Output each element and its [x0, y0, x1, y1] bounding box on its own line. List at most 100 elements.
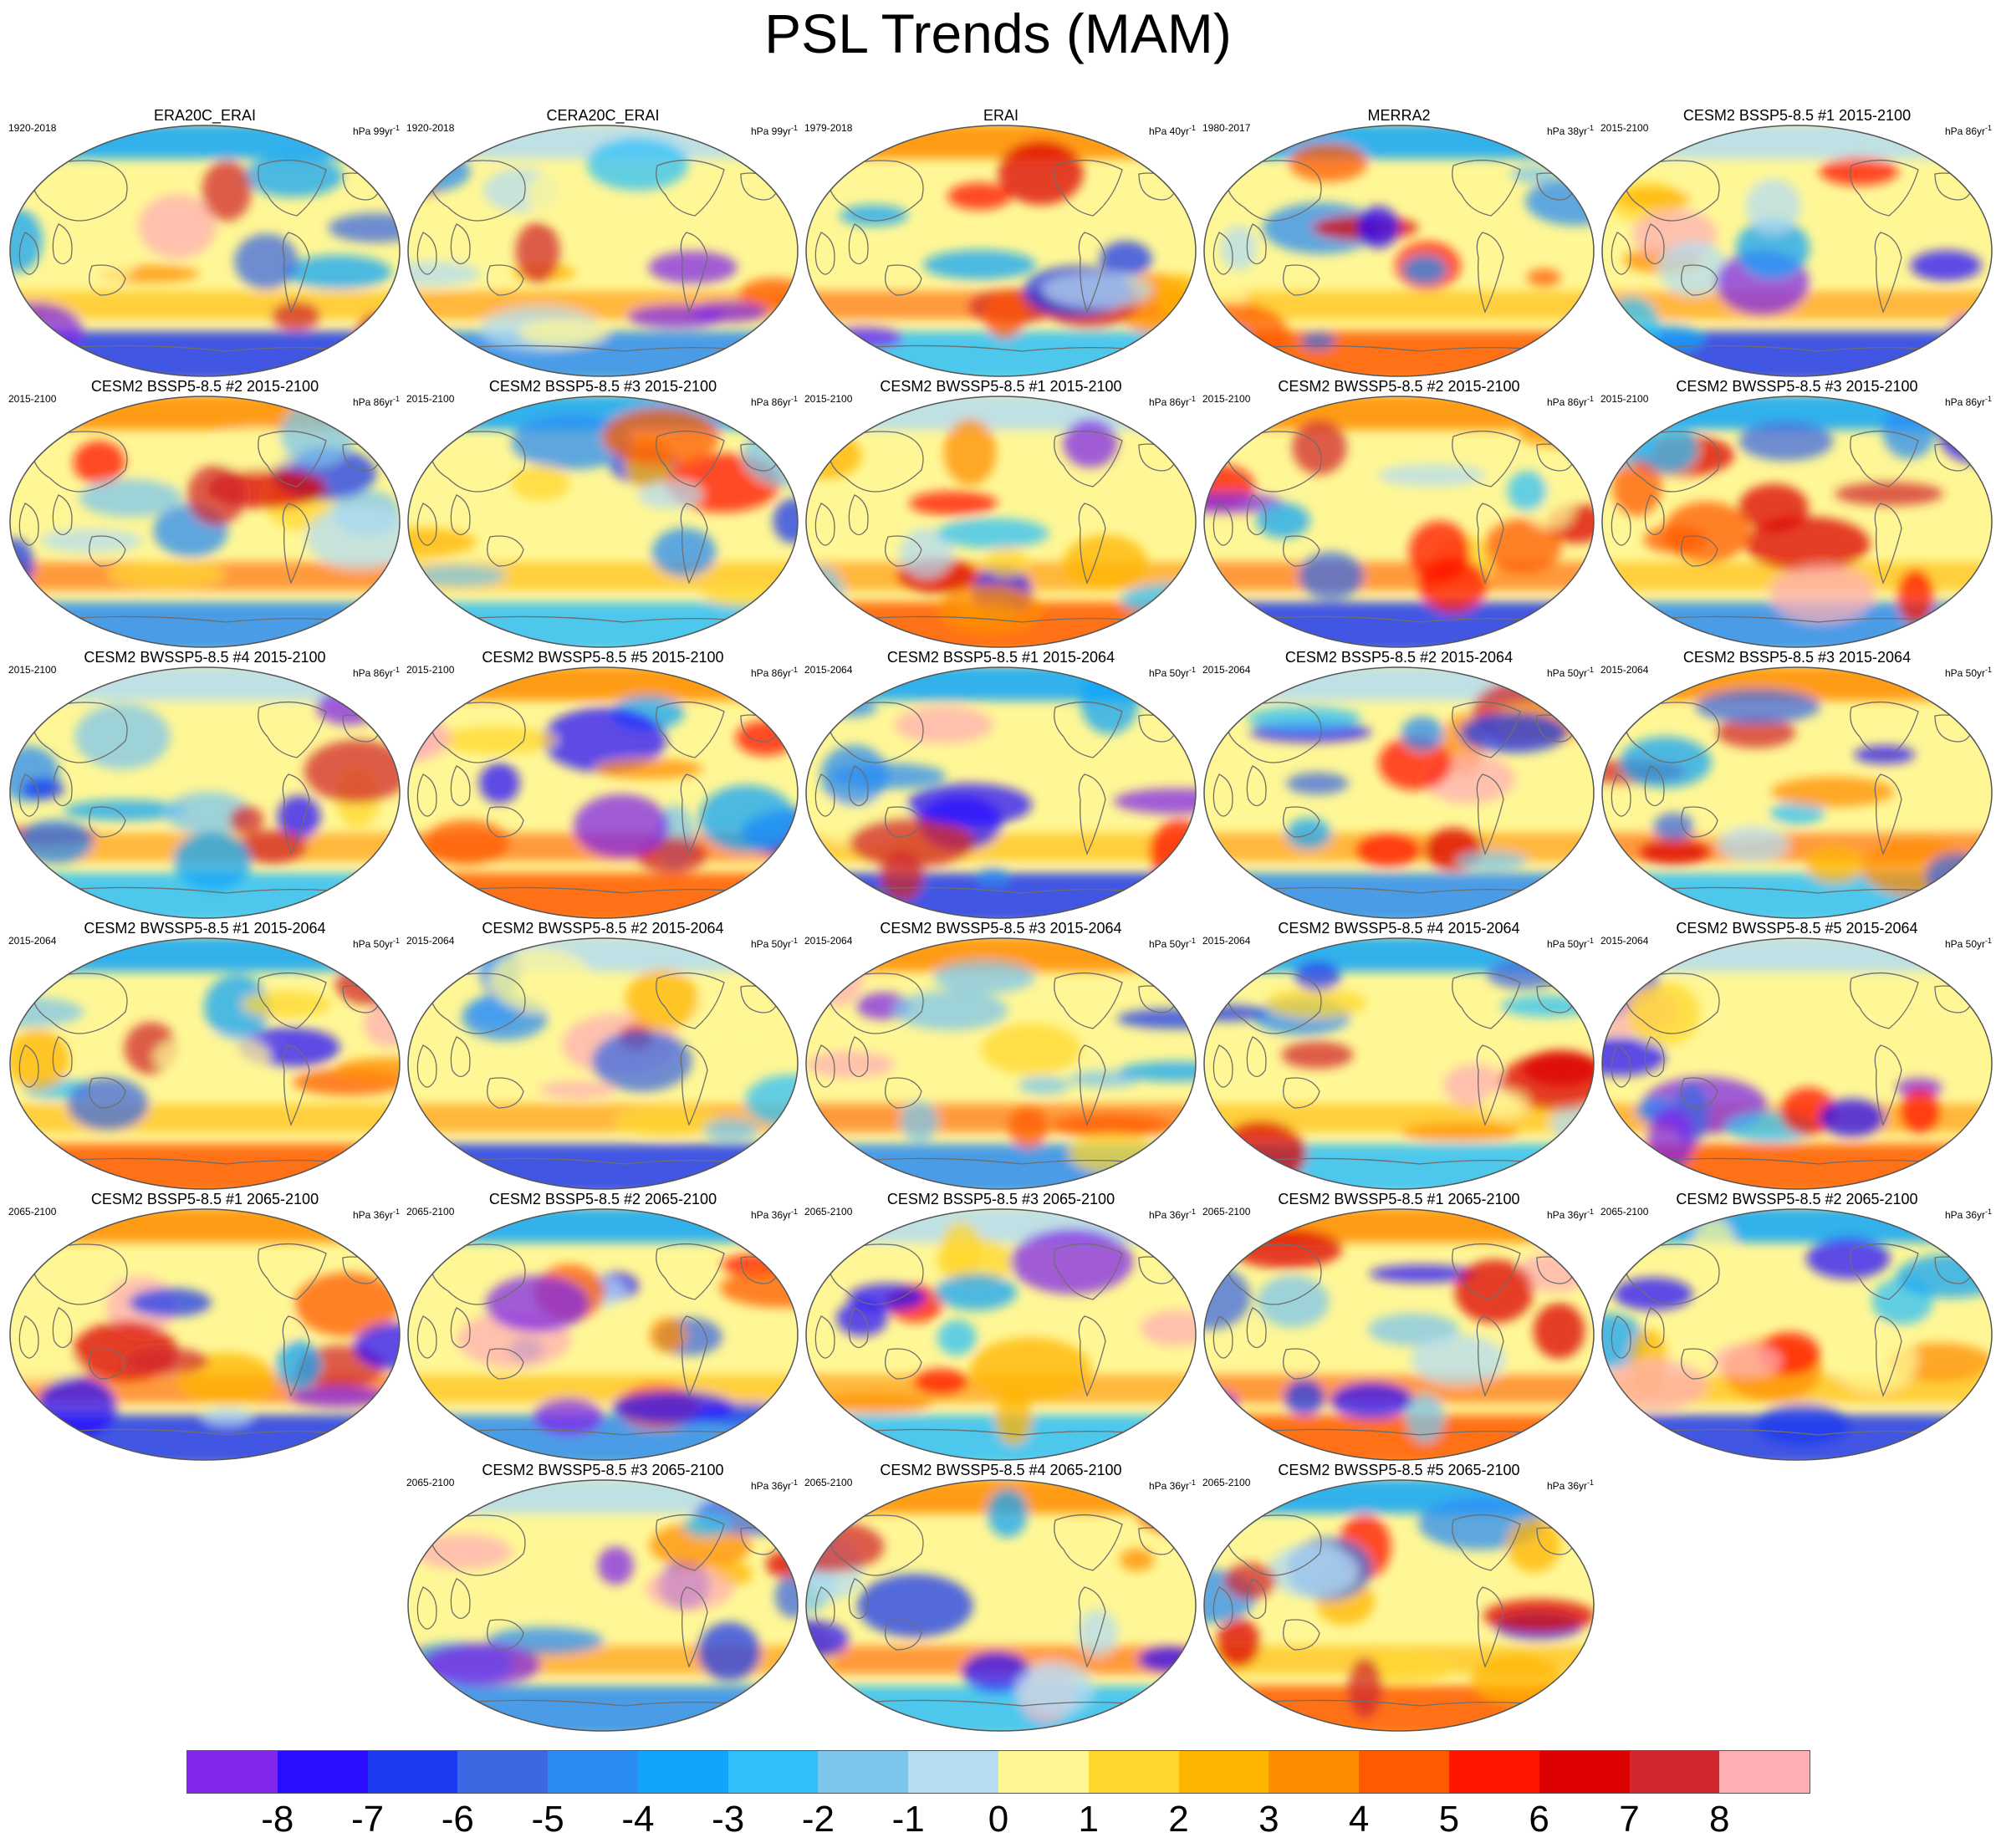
- map-panel: CESM2 BWSSP5-8.5 #1 2015-2100 2015-2100 hP…: [804, 378, 1197, 650]
- panel-title: CESM2 BWSSP5-8.5 #3 2015-2064: [880, 920, 1122, 937]
- colorbar-box: [1269, 1751, 1360, 1793]
- panel-title: CESM2 BWSSP5-8.5 #2 2065-2100: [1676, 1191, 1918, 1207]
- world-map-robinson: [1601, 396, 1993, 648]
- panel-period: 2015-2064: [1600, 664, 1649, 676]
- colorbar-tick-label: 2: [1168, 1799, 1189, 1840]
- world-map-robinson: [407, 396, 799, 648]
- panel-period: 2065-2100: [1202, 1477, 1251, 1488]
- map-panel: CESM2 BSSP5-8.5 #1 2015-2100 2015-2100 hPa…: [1600, 107, 1993, 379]
- panel-title: CESM2 BWSSP5-8.5 #1 2065-2100: [1278, 1191, 1520, 1207]
- colorbar-tick-label: -5: [531, 1799, 564, 1840]
- panel-title: CESM2 BWSSP5-8.5 #4 2065-2100: [880, 1462, 1122, 1478]
- panel-period: 2015-2100: [1600, 393, 1649, 405]
- map-panel: CESM2 BSSP5-8.5 #2 2015-2100 2015-2100 hPa…: [8, 378, 401, 650]
- panel-units: hPa 99yr-1: [750, 124, 798, 137]
- panel-period: 2065-2100: [1600, 1206, 1649, 1218]
- colorbar-box: [1719, 1751, 1810, 1793]
- panel-units: hPa 86yr-1: [352, 666, 400, 679]
- map-panel: CESM2 BSSP5-8.5 #3 2065-2100 2065-2100 hPa…: [804, 1191, 1197, 1463]
- map-panel: CESM2 BWSSP5-8.5 #5 2015-2100 2015-2100 hP…: [406, 649, 799, 921]
- world-map-robinson: [9, 937, 401, 1190]
- map-panel: CESM2 BSSP5-8.5 #3 2015-2064 2015-2064 hPa…: [1600, 649, 1993, 921]
- map-panel: CESM2 BWSSP5-8.5 #5 2015-2064 2015-2064 hP…: [1600, 920, 1993, 1192]
- panel-title: ERA20C_ERAI: [153, 107, 257, 124]
- panel-period: 2015-2100: [1600, 122, 1649, 134]
- panel-title: CESM2 BSSP5-8.5 #2 2015-2064: [1284, 649, 1514, 666]
- map-panel: MERRA2 1980-2017 hPa 38yr-1: [1202, 107, 1595, 379]
- map-panel: CESM2 BSSP5-8.5 #2 2015-2064 2015-2064 hPa…: [1202, 649, 1595, 921]
- map-panel: CESM2 BWSSP5-8.5 #1 2065-2100 2065-2100 hP…: [1202, 1191, 1595, 1463]
- panel-units: hPa 86yr-1: [1944, 395, 1992, 408]
- colorbar-box: [998, 1751, 1089, 1793]
- world-map-robinson: [9, 396, 401, 648]
- map-panel: CESM2 BWSSP5-8.5 #2 2015-2100 2015-2100 hP…: [1202, 378, 1595, 650]
- map-panel: CESM2 BWSSP5-8.5 #4 2015-2064 2015-2064 hP…: [1202, 920, 1595, 1192]
- panel-units: hPa 86yr-1: [352, 395, 400, 408]
- panel-units: hPa 50yr-1: [1546, 937, 1594, 950]
- panel-period: 1920-2018: [406, 122, 455, 134]
- world-map-robinson: [1601, 666, 1993, 919]
- panel-units: hPa 86yr-1: [1148, 395, 1196, 408]
- map-panel: CESM2 BWSSP5-8.5 #4 2015-2100 2015-2100 hP…: [8, 649, 401, 921]
- map-panel: CESM2 BWSSP5-8.5 #4 2065-2100 2065-2100 hP…: [804, 1462, 1197, 1733]
- panel-title: CESM2 BWSSP5-8.5 #3 2015-2100: [1676, 378, 1918, 395]
- map-panel: CESM2 BSSP5-8.5 #1 2015-2064 2015-2064 hPa…: [804, 649, 1197, 921]
- panel-period: 2015-2064: [1202, 935, 1251, 947]
- colorbar-box: [187, 1751, 278, 1793]
- panel-title: CESM2 BWSSP5-8.5 #2 2015-2064: [482, 920, 724, 937]
- map-panel: CESM2 BSSP5-8.5 #2 2065-2100 2065-2100 hPa…: [406, 1191, 799, 1463]
- panel-title: CESM2 BWSSP5-8.5 #1 2015-2100: [880, 378, 1122, 395]
- panel-period: 2015-2064: [1202, 664, 1251, 676]
- world-map-robinson: [805, 666, 1197, 919]
- world-map-robinson: [1203, 125, 1595, 377]
- panel-title: CESM2 BWSSP5-8.5 #1 2015-2064: [84, 920, 326, 937]
- panel-units: hPa 99yr-1: [352, 124, 400, 137]
- colorbar-box: [1539, 1751, 1630, 1793]
- panel-title: CESM2 BWSSP5-8.5 #2 2015-2100: [1278, 378, 1520, 395]
- panel-title: CESM2 BSSP5-8.5 #2 2015-2100: [90, 378, 319, 395]
- colorbar-box: [1629, 1751, 1720, 1793]
- map-panel: CERA20C_ERAI 1920-2018 hPa 99yr-1: [406, 107, 799, 379]
- panel-period: 2015-2064: [8, 935, 57, 947]
- world-map-robinson: [1203, 666, 1595, 919]
- panel-period: 2065-2100: [8, 1206, 57, 1218]
- colorbar-box: [1088, 1751, 1179, 1793]
- colorbar-box: [637, 1751, 728, 1793]
- panel-title: CESM2 BSSP5-8.5 #1 2065-2100: [90, 1191, 319, 1207]
- colorbar-box: [367, 1751, 458, 1793]
- world-map-robinson: [805, 396, 1197, 648]
- colorbar-box: [457, 1751, 549, 1793]
- colorbar-labels: -8 -7 -6 -5 -4 -3 -2 -1 0 1 2 3 4 5 6 7 8: [0, 1798, 1996, 1848]
- map-panel: ERA20C_ERAI 1920-2018 hPa 99yr-1: [8, 107, 401, 379]
- panel-period: 2015-2100: [8, 664, 57, 676]
- panel-period: 2015-2064: [804, 664, 853, 676]
- panel-title: CERA20C_ERAI: [546, 107, 660, 124]
- panel-units: hPa 36yr-1: [750, 1478, 798, 1492]
- map-panel: CESM2 BSSP5-8.5 #1 2065-2100 2065-2100 hPa…: [8, 1191, 401, 1463]
- panel-period: 2065-2100: [1202, 1206, 1251, 1218]
- panel-title: CESM2 BWSSP5-8.5 #5 2015-2100: [482, 649, 724, 666]
- map-panel: CESM2 BWSSP5-8.5 #3 2015-2064 2015-2064 hP…: [804, 920, 1197, 1192]
- panel-units: hPa 36yr-1: [1944, 1207, 1992, 1221]
- panel-title: CESM2 BWSSP5-8.5 #3 2065-2100: [482, 1462, 724, 1478]
- world-map-robinson: [407, 937, 799, 1190]
- panel-period: 1980-2017: [1202, 122, 1251, 134]
- colorbar-tick-label: 1: [1078, 1799, 1100, 1840]
- world-map-robinson: [9, 666, 401, 919]
- panel-period: 2065-2100: [406, 1206, 455, 1218]
- world-map-robinson: [407, 1479, 799, 1732]
- colorbar-tick-label: 3: [1258, 1799, 1279, 1840]
- panel-units: hPa 86yr-1: [750, 395, 798, 408]
- world-map-robinson: [805, 1208, 1197, 1461]
- panel-units: hPa 38yr-1: [1546, 124, 1594, 137]
- panel-units: hPa 36yr-1: [1546, 1478, 1594, 1492]
- map-panel: CESM2 BWSSP5-8.5 #3 2015-2100 2015-2100 hP…: [1600, 378, 1993, 650]
- colorbar-box: [908, 1751, 999, 1793]
- panel-period: 2065-2100: [406, 1477, 455, 1488]
- world-map-robinson: [407, 125, 799, 377]
- colorbar-box: [277, 1751, 368, 1793]
- colorbar-tick-label: -7: [350, 1799, 385, 1840]
- map-panel: CESM2 BWSSP5-8.5 #2 2065-2100 2065-2100 hP…: [1600, 1191, 1993, 1463]
- map-panel: CESM2 BWSSP5-8.5 #5 2065-2100 2065-2100 hP…: [1202, 1462, 1595, 1733]
- panel-units: hPa 36yr-1: [750, 1207, 798, 1221]
